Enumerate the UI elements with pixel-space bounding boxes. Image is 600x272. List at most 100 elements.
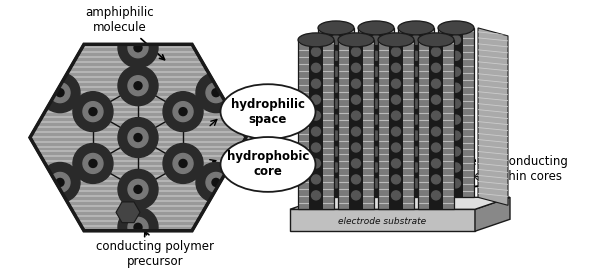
Text: hydrophobic
core: hydrophobic core	[227, 150, 309, 178]
Circle shape	[128, 231, 148, 251]
Circle shape	[50, 83, 70, 103]
Circle shape	[73, 144, 113, 183]
Ellipse shape	[221, 84, 316, 139]
Circle shape	[218, 180, 238, 199]
Circle shape	[452, 163, 461, 172]
Ellipse shape	[398, 21, 434, 35]
Circle shape	[431, 63, 440, 72]
Circle shape	[50, 172, 70, 192]
Circle shape	[38, 76, 58, 96]
Circle shape	[431, 47, 440, 56]
Circle shape	[452, 131, 461, 140]
Circle shape	[331, 131, 341, 140]
Circle shape	[179, 159, 187, 168]
Polygon shape	[318, 28, 354, 197]
Circle shape	[134, 186, 142, 193]
Circle shape	[331, 35, 341, 44]
Circle shape	[128, 24, 148, 44]
Circle shape	[179, 108, 187, 116]
Polygon shape	[298, 40, 334, 209]
Circle shape	[128, 38, 148, 58]
Circle shape	[118, 221, 158, 261]
Ellipse shape	[438, 21, 474, 35]
Polygon shape	[329, 28, 343, 197]
Circle shape	[118, 14, 158, 54]
Circle shape	[452, 115, 461, 124]
Circle shape	[83, 102, 103, 122]
Circle shape	[371, 83, 380, 92]
Circle shape	[311, 175, 320, 184]
Circle shape	[392, 111, 401, 120]
Polygon shape	[429, 40, 443, 209]
Circle shape	[352, 79, 361, 88]
Circle shape	[331, 115, 341, 124]
Circle shape	[431, 175, 440, 184]
Circle shape	[134, 134, 142, 141]
Circle shape	[89, 159, 97, 168]
Circle shape	[352, 143, 361, 152]
Circle shape	[311, 47, 320, 56]
Circle shape	[371, 67, 380, 76]
Circle shape	[212, 89, 220, 97]
Circle shape	[412, 35, 421, 44]
Circle shape	[371, 131, 380, 140]
Text: electrode substrate: electrode substrate	[338, 217, 427, 226]
Circle shape	[392, 127, 401, 136]
Circle shape	[89, 108, 97, 116]
Circle shape	[392, 47, 401, 56]
Circle shape	[212, 178, 220, 186]
Circle shape	[218, 76, 238, 96]
Polygon shape	[478, 28, 508, 205]
Circle shape	[431, 143, 440, 152]
Circle shape	[196, 73, 236, 113]
Circle shape	[392, 159, 401, 168]
Circle shape	[224, 186, 232, 193]
Circle shape	[331, 99, 341, 108]
Circle shape	[311, 143, 320, 152]
Circle shape	[311, 159, 320, 168]
Circle shape	[452, 99, 461, 108]
Circle shape	[40, 162, 80, 202]
Text: conducting polymer
precursor: conducting polymer precursor	[96, 231, 214, 268]
Circle shape	[431, 191, 440, 200]
Circle shape	[311, 95, 320, 104]
Circle shape	[352, 47, 361, 56]
Circle shape	[371, 147, 380, 156]
Circle shape	[128, 128, 148, 147]
Circle shape	[38, 180, 58, 199]
Circle shape	[83, 153, 103, 174]
Circle shape	[412, 99, 421, 108]
Circle shape	[352, 159, 361, 168]
Circle shape	[412, 83, 421, 92]
Circle shape	[412, 51, 421, 60]
Circle shape	[412, 163, 421, 172]
Circle shape	[331, 51, 341, 60]
Circle shape	[412, 131, 421, 140]
Circle shape	[311, 191, 320, 200]
Circle shape	[392, 143, 401, 152]
Ellipse shape	[298, 33, 334, 47]
Circle shape	[371, 51, 380, 60]
Polygon shape	[398, 28, 434, 197]
Text: amphiphilic
molecule: amphiphilic molecule	[86, 6, 164, 60]
Circle shape	[134, 44, 142, 52]
Polygon shape	[30, 44, 246, 231]
Polygon shape	[290, 197, 510, 209]
Circle shape	[431, 79, 440, 88]
Circle shape	[431, 159, 440, 168]
Circle shape	[352, 127, 361, 136]
Circle shape	[371, 179, 380, 188]
Circle shape	[134, 30, 142, 38]
Circle shape	[118, 207, 158, 247]
Polygon shape	[309, 40, 323, 209]
Ellipse shape	[338, 33, 374, 47]
Text: polymerize conducting
polymer within cores: polymerize conducting polymer within cor…	[433, 155, 568, 183]
Circle shape	[412, 147, 421, 156]
Circle shape	[118, 66, 158, 106]
Circle shape	[371, 99, 380, 108]
Circle shape	[196, 162, 236, 202]
Circle shape	[352, 191, 361, 200]
Polygon shape	[338, 40, 374, 209]
Circle shape	[208, 66, 248, 106]
Circle shape	[73, 92, 113, 132]
